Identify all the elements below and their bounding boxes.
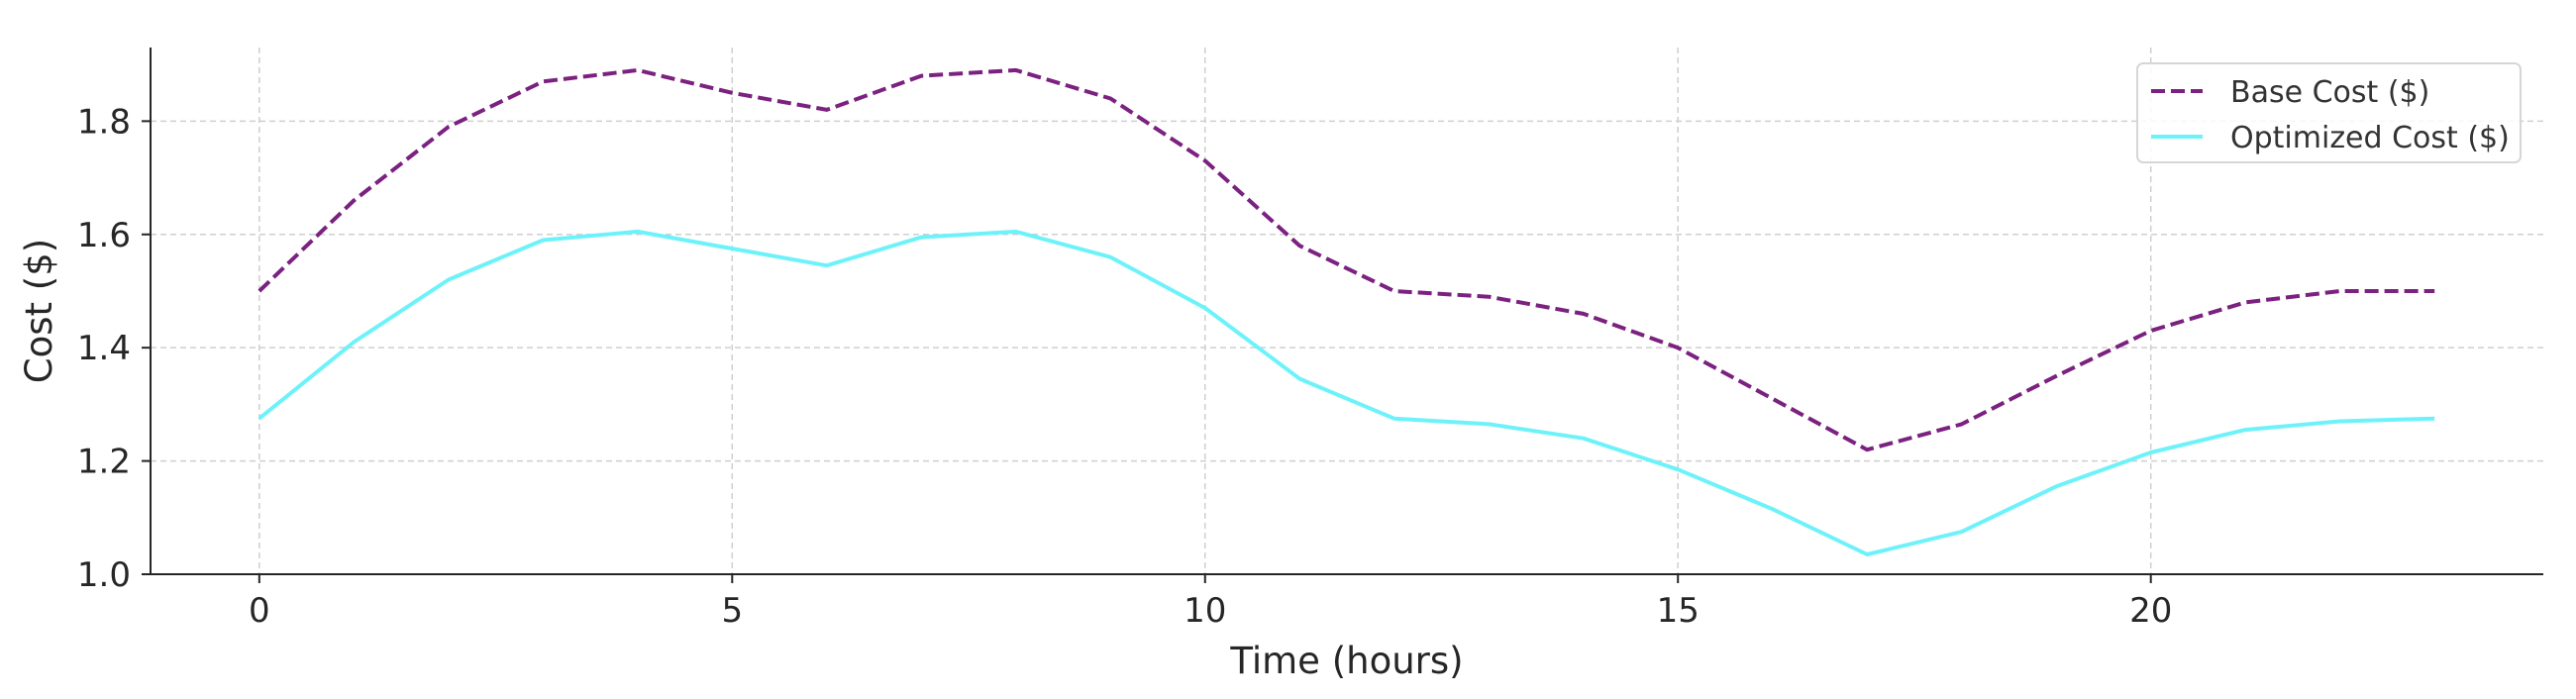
legend: Base Cost ($) Optimized Cost ($) (2136, 62, 2522, 163)
x-tick-label: 0 (249, 591, 270, 631)
y-tick-label: 1.4 (77, 329, 131, 368)
legend-label: Base Cost ($) (2230, 75, 2429, 110)
legend-box (2136, 62, 2522, 163)
y-tick-label: 1.2 (77, 443, 131, 482)
y-tick-label: 1.8 (77, 102, 131, 142)
series-line-1 (258, 229, 2435, 556)
x-tick-label: 20 (2129, 591, 2172, 631)
x-tick-label: 5 (721, 591, 743, 631)
series-line-0 (258, 67, 2435, 452)
legend-label: Optimized Cost ($) (2230, 121, 2510, 155)
ticks: 0 5 10 15 20 1.0 1.2 1.4 1.6 1.8 (77, 102, 2172, 631)
y-axis-title: Cost ($) (18, 239, 60, 383)
series-layer (258, 67, 2435, 556)
y-tick-label: 1.0 (77, 555, 131, 595)
y-tick-label: 1.6 (77, 216, 131, 255)
x-tick-label: 10 (1184, 591, 1226, 631)
axes (150, 48, 2543, 575)
x-axis-title: Time (hours) (1229, 640, 1463, 682)
x-tick-label: 15 (1657, 591, 1700, 631)
